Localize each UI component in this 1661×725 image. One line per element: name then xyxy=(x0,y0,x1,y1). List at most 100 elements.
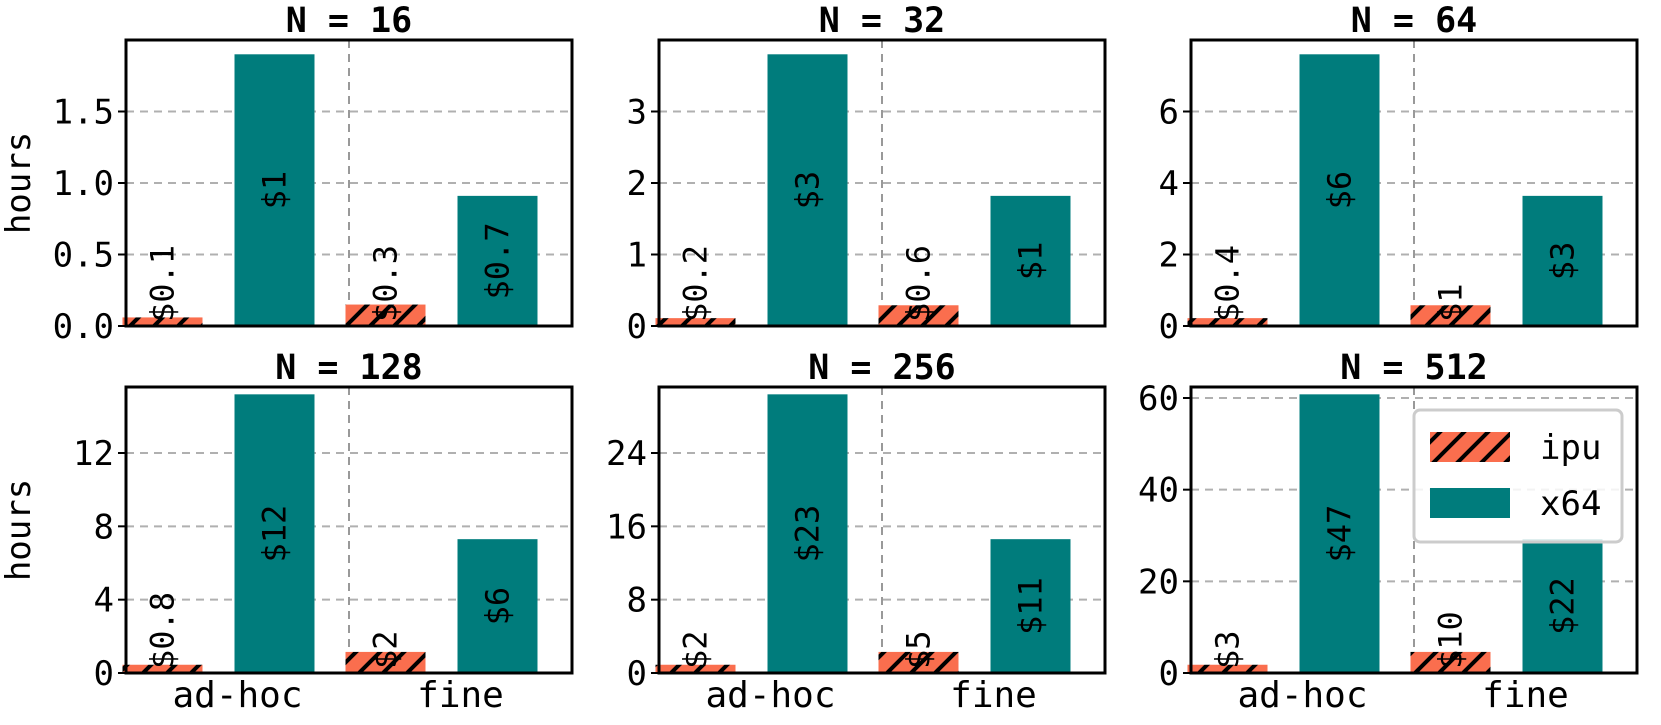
axes-frame xyxy=(657,385,1107,675)
y-tick-label: 0.5 xyxy=(53,236,114,276)
bar-x64-fine xyxy=(990,195,1071,326)
bar-x64-ad-hoc xyxy=(767,394,848,673)
bar-label: $0.7 xyxy=(479,222,517,299)
legend: ipu x64 xyxy=(1412,408,1624,544)
bar-ipu-ad-hoc xyxy=(122,664,203,673)
bar-label: $3 xyxy=(789,171,827,210)
y-axis-label: hours xyxy=(0,132,39,234)
bar-label: $0.2 xyxy=(677,245,715,322)
bar-label: $0.6 xyxy=(900,245,938,322)
panel-title: N = 32 xyxy=(819,1,945,41)
y-tick-label: 8 xyxy=(94,507,114,547)
panel-title: N = 128 xyxy=(275,348,423,388)
y-tick-label: 0 xyxy=(627,654,647,694)
axes-frame xyxy=(1189,385,1639,675)
y-tick-label: 12 xyxy=(73,434,114,474)
y-tick-label: 1 xyxy=(627,236,647,276)
chart-panel-1: $0.1 $1 $0.3 $0.7 0.0 0.5 1.0 1.5 N = 16 hours xyxy=(0,1,574,347)
legend-swatch-ipu xyxy=(1430,432,1510,462)
y-tick-label: 0 xyxy=(1159,654,1179,694)
y-tick-label: 0 xyxy=(94,654,114,694)
bar-ipu-ad-hoc xyxy=(1187,318,1268,326)
bar-label: $0.4 xyxy=(1209,245,1247,322)
y-tick-label: 24 xyxy=(606,434,647,474)
bar-x64-ad-hoc xyxy=(767,54,848,327)
bar-label: $11 xyxy=(1012,577,1050,635)
panel-title: N = 512 xyxy=(1340,348,1488,388)
bar-label: $3 xyxy=(1209,630,1247,669)
y-tick-label: 0.0 xyxy=(53,307,114,347)
bar-label: $6 xyxy=(479,587,517,626)
y-tick-label: 0 xyxy=(627,307,647,347)
bar-ipu-ad-hoc xyxy=(122,317,203,326)
bar-ipu-fine xyxy=(1410,651,1491,673)
bar-x64-fine xyxy=(1522,195,1603,326)
bar-x64-fine xyxy=(457,539,538,673)
bar-label: $1 xyxy=(1432,283,1470,322)
bar-label: $12 xyxy=(256,505,294,563)
bar-label: $3 xyxy=(1544,242,1582,281)
bar-x64-ad-hoc xyxy=(234,394,315,673)
y-tick-label: 1.5 xyxy=(53,93,114,133)
y-tick-label: 40 xyxy=(1138,471,1179,511)
y-tick-label: 2 xyxy=(627,164,647,204)
bar-label: $0.3 xyxy=(367,245,405,322)
panel-title: N = 64 xyxy=(1351,1,1477,41)
bar-ipu-fine xyxy=(345,304,426,326)
y-tick-label: 16 xyxy=(606,507,647,547)
x-tick-label: ad-hoc xyxy=(172,675,302,716)
bar-x64-ad-hoc xyxy=(1299,54,1380,327)
bar-ipu-fine xyxy=(878,651,959,673)
y-tick-label: 2 xyxy=(1159,236,1179,276)
bar-label: $47 xyxy=(1321,505,1359,563)
bar-label: $1 xyxy=(1012,242,1050,281)
bar-label: $2 xyxy=(677,630,715,669)
bar-label: $0.1 xyxy=(144,245,182,322)
x-tick-label: fine xyxy=(417,675,504,716)
bar-ipu-ad-hoc xyxy=(655,318,736,326)
bar-label: $10 xyxy=(1432,611,1470,669)
bar-x64-ad-hoc xyxy=(234,54,315,327)
legend-swatch-x64 xyxy=(1430,488,1510,518)
y-tick-label: 4 xyxy=(1159,164,1179,204)
chart-panel-4: $0.8 $12 ad-hoc $2 $6 fine 0 4 8 12 N = 128 hours xyxy=(0,348,574,716)
y-tick-label: 60 xyxy=(1138,379,1179,419)
chart-panel-2: $0.2 $3 $0.6 $1 0 1 2 3 N = 32 xyxy=(627,1,1107,347)
bar-ipu-fine xyxy=(878,305,959,326)
bar-x64-fine xyxy=(990,539,1071,673)
y-tick-label: 1.0 xyxy=(53,164,114,204)
y-tick-label: 20 xyxy=(1138,562,1179,602)
bar-label: $5 xyxy=(900,630,938,669)
bar-ipu-fine xyxy=(1410,305,1491,326)
legend-label-x64: x64 xyxy=(1540,484,1601,524)
panel-title: N = 256 xyxy=(808,348,956,388)
bar-ipu-fine xyxy=(345,651,426,673)
y-tick-label: 8 xyxy=(627,581,647,621)
bar-label: $2 xyxy=(367,630,405,669)
y-tick-label: 6 xyxy=(1159,93,1179,133)
bar-ipu-ad-hoc xyxy=(1187,664,1268,673)
bar-ipu-ad-hoc xyxy=(655,664,736,673)
y-tick-label: 3 xyxy=(627,93,647,133)
axes-frame xyxy=(124,385,574,675)
bar-label: $23 xyxy=(789,505,827,563)
x-tick-label: fine xyxy=(950,675,1037,716)
x-tick-label: fine xyxy=(1482,675,1569,716)
bar-label: $22 xyxy=(1544,577,1582,635)
bar-label: $1 xyxy=(256,171,294,210)
bar-x64-fine xyxy=(1522,539,1603,673)
x-tick-label: ad-hoc xyxy=(1237,675,1367,716)
panel-title: N = 16 xyxy=(286,1,412,41)
chart-panel-6: $3 $47 ad-hoc $10 $22 fine 0 20 40 60 N = 512 xyxy=(1138,348,1639,716)
bar-x64-fine xyxy=(457,195,538,326)
y-tick-label: 0 xyxy=(1159,307,1179,347)
chart-panel-5: $2 $23 ad-hoc $5 $11 fine 0 8 16 24 N = 256 xyxy=(606,348,1107,716)
legend-label-ipu: ipu xyxy=(1540,428,1601,468)
bar-x64-ad-hoc xyxy=(1299,394,1380,673)
chart-panel-3: $0.4 $6 $1 $3 0 2 4 6 N = 64 xyxy=(1159,1,1639,347)
bar-label: $6 xyxy=(1321,171,1359,210)
x-tick-label: ad-hoc xyxy=(705,675,835,716)
y-tick-label: 4 xyxy=(94,581,114,621)
